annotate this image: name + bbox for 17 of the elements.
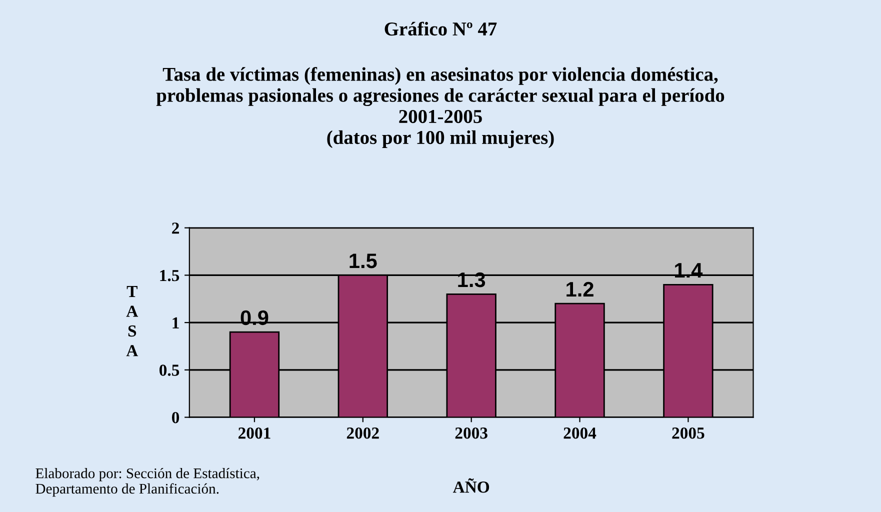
x-axis-title: AÑO	[452, 478, 490, 493]
x-tick-label: 2002	[346, 427, 379, 439]
text: Elaborado por: Sección de Estadística, Departamento de Planificación.	[36, 468, 260, 497]
y-tick-label: 0	[172, 412, 180, 424]
data-label: 1.5	[350, 254, 377, 268]
data-label: 1.2	[566, 282, 594, 296]
y-tick-label: 2	[172, 222, 179, 234]
chart-subtitle: Tasa de víctimas (femeninas) en asesinatos por violencia doméstica, problemas pasionales o agresiones de carácter sexual para el período 2001-2005 (datos por 100 mil mujeres)	[156, 67, 724, 148]
chart-title: Gráfico Nº 47	[384, 22, 497, 36]
x-tick-label: 2003	[455, 427, 488, 439]
x-tick-label: 2005	[672, 427, 704, 439]
y-tick-label: 1	[172, 317, 179, 328]
x-tick-label: 2001	[238, 427, 270, 439]
x-tick-label: 2004	[564, 427, 596, 439]
y-tick-label: 1.5	[160, 270, 180, 282]
y-tick-label: 0.5	[159, 364, 180, 376]
y-axis-title: TASA	[126, 286, 138, 356]
